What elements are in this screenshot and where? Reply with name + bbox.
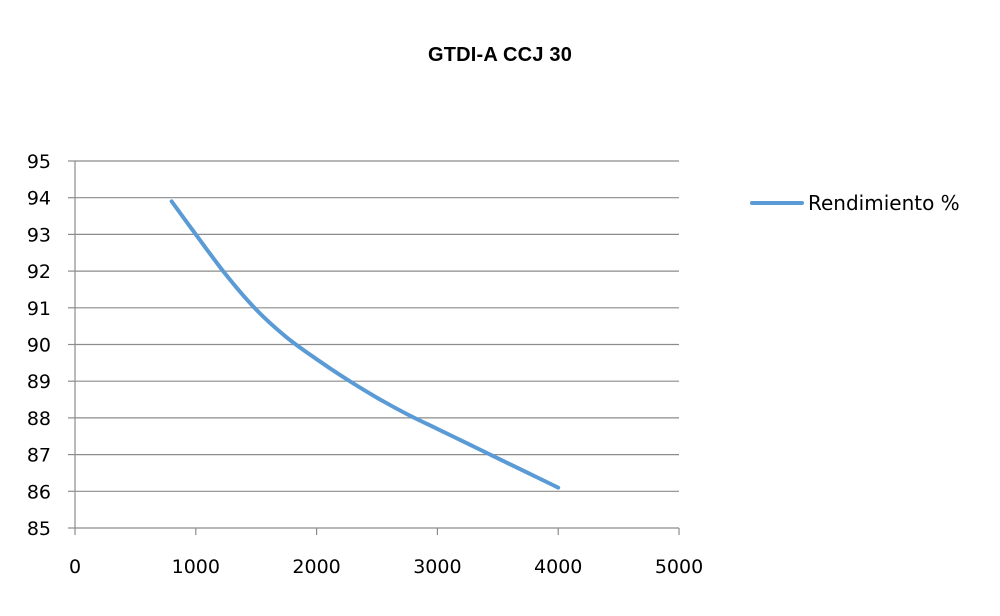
x-tick-label-0: 0 <box>69 556 81 578</box>
x-tick-label-2000: 2000 <box>292 556 340 578</box>
y-tick-label-87: 87 <box>27 445 51 467</box>
x-tick-label-5000: 5000 <box>655 556 703 578</box>
y-tick-label-91: 91 <box>27 298 51 320</box>
x-tick-label-4000: 4000 <box>534 556 582 578</box>
y-tick-label-94: 94 <box>27 188 51 210</box>
legend-label-0: Rendimiento % <box>808 191 960 215</box>
y-tick-label-88: 88 <box>27 408 51 430</box>
series-line-0 <box>169 199 561 490</box>
y-tick-label-90: 90 <box>27 335 51 357</box>
y-tick-label-86: 86 <box>27 481 51 503</box>
y-tick-label-85: 85 <box>27 518 51 540</box>
y-tick-label-95: 95 <box>27 151 51 173</box>
chart-title: GTDI-A CCJ 30 <box>427 44 573 66</box>
y-tick-label-89: 89 <box>27 371 51 393</box>
x-tick-label-3000: 3000 <box>413 556 461 578</box>
y-tick-label-92: 92 <box>27 261 51 283</box>
y-tick-label-93: 93 <box>27 224 51 246</box>
x-tick-label-1000: 1000 <box>172 556 220 578</box>
